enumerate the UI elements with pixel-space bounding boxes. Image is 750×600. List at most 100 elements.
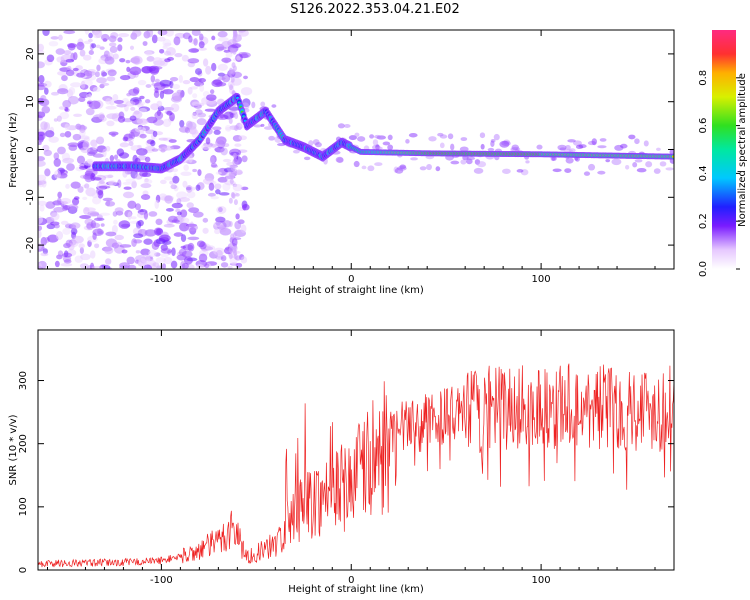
- heatmap-noise-cell: [567, 139, 576, 143]
- heatmap-noise-cell: [197, 112, 207, 118]
- heatmap-noise-cell: [83, 40, 92, 45]
- heatmap-noise-cell: [38, 74, 45, 84]
- heatmap-noise-cell: [195, 264, 205, 269]
- snr-ytick-label: 0: [18, 567, 29, 573]
- heatmap-noise-cell: [185, 184, 193, 193]
- heatmap-noise-cell: [170, 260, 178, 269]
- heatmap-noise-cell: [169, 77, 179, 82]
- heatmap-noise-cell: [67, 43, 77, 48]
- heatmap-noise-cell: [361, 165, 367, 170]
- heatmap-noise-cell: [229, 148, 242, 157]
- heatmap-noise-cell: [201, 144, 212, 150]
- heatmap-noise-cell: [568, 148, 576, 153]
- heatmap-noise-cell: [92, 177, 102, 181]
- heatmap-noise-cell: [38, 242, 42, 249]
- heatmap-noise-cell: [218, 36, 229, 42]
- heatmap-noise-cell: [268, 135, 276, 141]
- heatmap-noise-cell: [215, 138, 227, 148]
- heatmap-noise-cell: [337, 123, 345, 129]
- heatmap-noise-cell: [573, 140, 582, 146]
- heatmap-noise-cell: [126, 256, 135, 265]
- heatmap-noise-cell: [143, 179, 153, 184]
- heatmap-noise-cell: [525, 160, 530, 164]
- heatmap-noise-cell: [108, 180, 117, 186]
- heatmap-noise-cell: [205, 137, 211, 145]
- heatmap-noise-cell: [233, 199, 238, 206]
- heatmap-noise-cell: [435, 166, 441, 172]
- heatmap-noise-cell: [38, 225, 43, 231]
- heatmap-noise-cell: [62, 227, 71, 235]
- heatmap-noise-cell: [357, 136, 366, 142]
- heatmap-noise-cell: [168, 139, 177, 143]
- heatmap-noise-cell: [172, 175, 180, 184]
- heatmap-noise-cell: [241, 155, 248, 163]
- heatmap-noise-cell: [170, 103, 180, 113]
- heatmap-noise-cell: [680, 155, 685, 160]
- heatmap-noise-cell: [148, 65, 160, 74]
- heatmap-noise-cell: [150, 74, 156, 83]
- heatmap-noise-cell: [109, 155, 115, 162]
- heatmap-noise-cell: [53, 169, 61, 179]
- heatmap-noise-cell: [208, 182, 215, 191]
- heatmap-noise-cell: [202, 227, 209, 234]
- heatmap-noise-cell: [194, 68, 203, 75]
- colorbar-tick-label: 0.4: [698, 165, 709, 181]
- heatmap-noise-cell: [72, 67, 79, 72]
- heatmap-noise-cell: [211, 35, 216, 41]
- heatmap-noise-cell: [516, 169, 524, 173]
- heatmap-noise-cell: [199, 33, 204, 41]
- heatmap-noise-cell: [439, 134, 448, 139]
- heatmap-noise-cell: [139, 133, 147, 139]
- heatmap-noise-cell: [97, 190, 104, 199]
- heatmap-noise-cell: [88, 32, 93, 39]
- heatmap-noise-cell: [38, 111, 46, 119]
- heatmap-noise-cell: [98, 185, 111, 189]
- heatmap-noise-cell: [57, 70, 68, 76]
- heatmap-noise-cell: [106, 113, 119, 120]
- heatmap-noise-cell: [218, 192, 230, 196]
- heatmap-noise-cell: [634, 159, 643, 163]
- heatmap-noise-cell: [88, 49, 94, 56]
- heatmap-noise-cell: [171, 202, 183, 209]
- heatmap-noise-cell: [114, 234, 124, 241]
- heatmap-noise-cell: [188, 35, 193, 43]
- heatmap-noise-cell: [72, 133, 82, 141]
- heatmap-noise-cell: [105, 105, 117, 110]
- heatmap-noise-cell: [228, 253, 233, 260]
- heatmap-noise-cell: [152, 262, 160, 267]
- heatmap-noise-cell: [117, 44, 123, 52]
- heatmap-noise-cell: [96, 64, 101, 72]
- heatmap-noise-cell: [119, 75, 131, 81]
- heatmap-noise-cell: [212, 126, 222, 131]
- heatmap-noise-cell: [43, 149, 53, 156]
- heatmap-noise-cell: [625, 164, 630, 170]
- heatmap-noise-cell: [61, 74, 68, 82]
- heatmap-noise-cell: [447, 133, 454, 140]
- heatmap-noise-cell: [240, 87, 253, 96]
- heatmap-noise-cell: [104, 246, 114, 255]
- heatmap-noise-cell: [79, 128, 86, 137]
- heatmap-noise-cell: [131, 216, 137, 220]
- heatmap-noise-cell: [137, 219, 144, 227]
- heatmap-noise-cell: [171, 247, 176, 257]
- heatmap-noise-cell: [151, 148, 159, 152]
- heatmap-noise-cell: [181, 217, 190, 224]
- heatmap-noise-cell: [95, 44, 101, 49]
- heatmap-noise-cell: [112, 53, 119, 60]
- heatmap-noise-cell: [223, 111, 234, 120]
- heatmap-noise-cell: [160, 253, 169, 258]
- heatmap-noise-cell: [234, 112, 239, 119]
- heatmap-noise-cell: [38, 61, 45, 69]
- heatmap-noise-cell: [122, 170, 128, 178]
- heatmap-noise-cell: [107, 69, 117, 77]
- heatmap-noise-cell: [634, 138, 640, 145]
- heatmap-noise-cell: [136, 148, 148, 156]
- heatmap-noise-cell: [374, 162, 383, 167]
- heatmap-noise-cell: [490, 140, 495, 147]
- heatmap-noise-cell: [180, 171, 192, 177]
- heatmap-noise-cell: [439, 142, 445, 149]
- spectrogram-ytick-label: 10: [25, 95, 36, 108]
- heatmap-noise-cell: [90, 220, 97, 229]
- heatmap-noise-cell: [116, 103, 127, 108]
